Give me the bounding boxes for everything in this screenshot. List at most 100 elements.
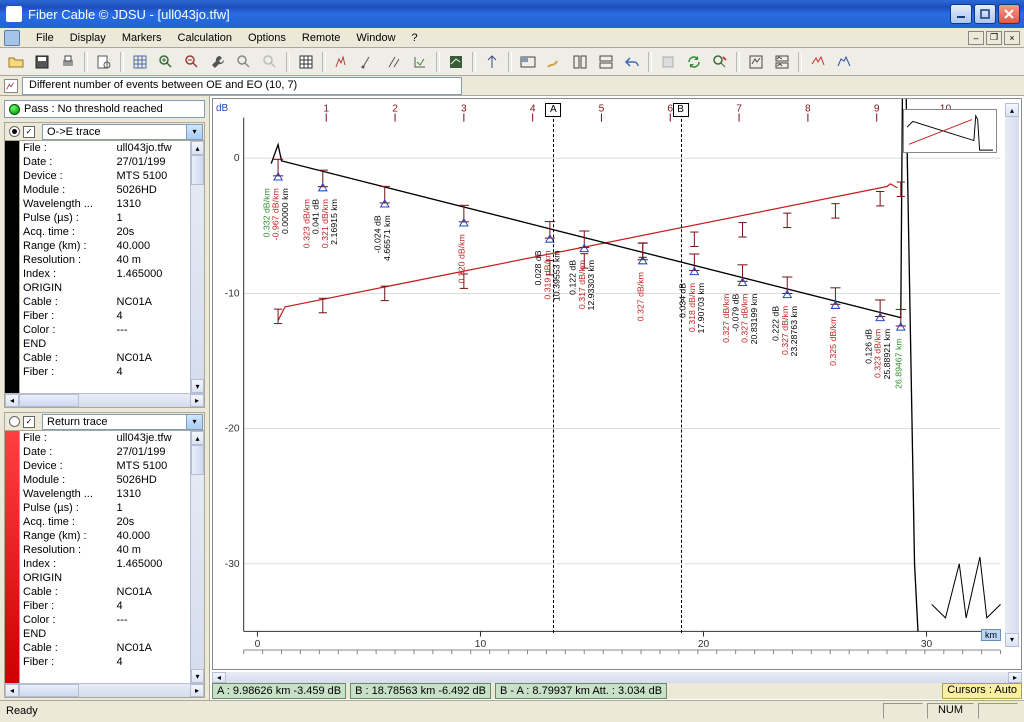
view3-button[interactable] <box>568 51 592 73</box>
menu-remote[interactable]: Remote <box>294 30 349 46</box>
maximize-button[interactable] <box>974 4 996 24</box>
mdi-close-button[interactable]: × <box>1004 31 1020 45</box>
analyze-button[interactable] <box>708 51 732 73</box>
return-vertical-scrollbar[interactable]: ▴ ▾ <box>190 431 204 683</box>
scroll-thumb[interactable] <box>191 445 204 475</box>
scroll-down-icon[interactable]: ▾ <box>191 379 204 393</box>
refresh-button[interactable] <box>682 51 706 73</box>
scroll-left-icon[interactable]: ◂ <box>212 672 226 683</box>
view2-button[interactable] <box>542 51 566 73</box>
table-button[interactable] <box>294 51 318 73</box>
oe-horizontal-scrollbar[interactable]: ◂ ▸ <box>5 393 204 407</box>
cursor-button[interactable] <box>480 51 504 73</box>
menu-help[interactable]: ? <box>404 30 426 46</box>
scroll-up-icon[interactable]: ▴ <box>191 141 204 155</box>
scroll-left-icon[interactable]: ◂ <box>5 684 19 697</box>
menu-markers[interactable]: Markers <box>114 30 170 46</box>
svg-text:3: 3 <box>461 103 467 114</box>
trace-red-button[interactable] <box>806 51 830 73</box>
return-trace-radio[interactable] <box>9 416 20 427</box>
zoom-fit-button[interactable] <box>232 51 256 73</box>
marker2-button[interactable] <box>356 51 380 73</box>
print-button[interactable] <box>56 51 80 73</box>
property-row: Resolution :40 m <box>20 543 190 557</box>
oe-trace-checkbox[interactable]: ✓ <box>23 126 35 138</box>
trace-properties-panel: Pass : No threshold reached ✓ O->E trace… <box>0 96 210 700</box>
cursor-b-flag[interactable]: B <box>673 103 689 117</box>
scroll-down-icon[interactable]: ▾ <box>1005 633 1019 647</box>
save-button[interactable] <box>30 51 54 73</box>
view4-button[interactable] <box>594 51 618 73</box>
property-row: Cable :NC01A <box>20 585 190 599</box>
plot-minimap[interactable] <box>903 109 997 153</box>
marker3-button[interactable] <box>382 51 406 73</box>
grid-button[interactable] <box>128 51 152 73</box>
greytool-button[interactable] <box>656 51 680 73</box>
preview-button[interactable] <box>92 51 116 73</box>
menu-options[interactable]: Options <box>240 30 294 46</box>
status-cap-cell <box>883 703 923 719</box>
event-info-text: Different number of events between OE an… <box>22 77 462 95</box>
scroll-right-icon[interactable]: ▸ <box>190 684 204 697</box>
minimize-button[interactable] <box>950 4 972 24</box>
app-menu-icon[interactable] <box>4 30 20 46</box>
menu-calculation[interactable]: Calculation <box>170 30 240 46</box>
cursor-mode-indicator[interactable]: Cursors : Auto <box>942 683 1022 699</box>
trace-blue-button[interactable] <box>832 51 856 73</box>
oe-vertical-scrollbar[interactable]: ▴ ▾ <box>190 141 204 393</box>
zoom-out-button[interactable] <box>180 51 204 73</box>
scroll-right-icon[interactable]: ▸ <box>190 394 204 407</box>
tool-wrench-button[interactable] <box>206 51 230 73</box>
marker1-button[interactable] <box>330 51 354 73</box>
close-button[interactable] <box>998 4 1020 24</box>
property-row: Device :MTS 5100 <box>20 169 190 183</box>
scroll-thumb[interactable] <box>19 394 79 407</box>
scroll-left-icon[interactable]: ◂ <box>5 394 19 407</box>
mdi-restore-button[interactable]: ❐ <box>986 31 1002 45</box>
scroll-thumb[interactable] <box>191 155 204 185</box>
open-button[interactable] <box>4 51 28 73</box>
scroll-up-icon[interactable]: ▴ <box>1005 103 1019 117</box>
chevron-down-icon[interactable]: ▾ <box>186 415 202 429</box>
menu-file[interactable]: File <box>28 30 62 46</box>
menu-display[interactable]: Display <box>62 30 114 46</box>
scroll-thumb[interactable] <box>19 684 79 697</box>
cursor-a-flag[interactable]: A <box>545 103 561 117</box>
svg-text:-20: -20 <box>225 424 240 435</box>
property-row: File :ull043jo.tfw <box>20 141 190 155</box>
mdi-minimize-button[interactable]: – <box>968 31 984 45</box>
cursor-ba-readout: B - A : 8.79937 km Att. : 3.034 dB <box>495 683 667 699</box>
panel1-button[interactable] <box>744 51 768 73</box>
panel2-button[interactable] <box>770 51 794 73</box>
plot-horizontal-scrollbar[interactable]: ◂▸ <box>212 672 1022 683</box>
oe-trace-combo[interactable]: O->E trace ▾ <box>42 124 203 140</box>
property-row: Module :5026HD <box>20 473 190 487</box>
zoom-disabled-button[interactable] <box>258 51 282 73</box>
return-horizontal-scrollbar[interactable]: ◂ ▸ <box>5 683 204 697</box>
return-trace-combo[interactable]: Return trace ▾ <box>42 414 203 430</box>
property-row: END <box>20 337 190 351</box>
scroll-up-icon[interactable]: ▴ <box>191 431 204 445</box>
view1-button[interactable] <box>516 51 540 73</box>
property-row: Date :27/01/199 <box>20 445 190 459</box>
marker4-button[interactable] <box>408 51 432 73</box>
scroll-right-icon[interactable]: ▸ <box>1008 672 1022 683</box>
oe-trace-radio[interactable] <box>9 126 20 137</box>
status-scrl-cell <box>978 703 1018 719</box>
return-trace-color-indicator <box>5 431 19 683</box>
return-trace-checkbox[interactable]: ✓ <box>23 416 35 428</box>
cursor-a-line[interactable] <box>553 119 554 633</box>
property-row: Pulse (µs) :1 <box>20 501 190 515</box>
trace-clear-button[interactable] <box>444 51 468 73</box>
otdr-plot[interactable]: dB 0-10-20-30123456789100102030-24.04 dB… <box>212 98 1022 670</box>
zoom-in-button[interactable] <box>154 51 178 73</box>
scroll-down-icon[interactable]: ▾ <box>191 669 204 683</box>
status-bar: Ready NUM <box>0 700 1024 720</box>
plot-vertical-scrollbar[interactable]: ▴▾ <box>1005 103 1019 647</box>
cursor-b-line[interactable] <box>681 119 682 633</box>
chevron-down-icon[interactable]: ▾ <box>186 125 202 139</box>
property-row: Cable :NC01A <box>20 641 190 655</box>
undo-button[interactable] <box>620 51 644 73</box>
event-info-strip: Different number of events between OE an… <box>0 76 1024 96</box>
menu-window[interactable]: Window <box>348 30 403 46</box>
